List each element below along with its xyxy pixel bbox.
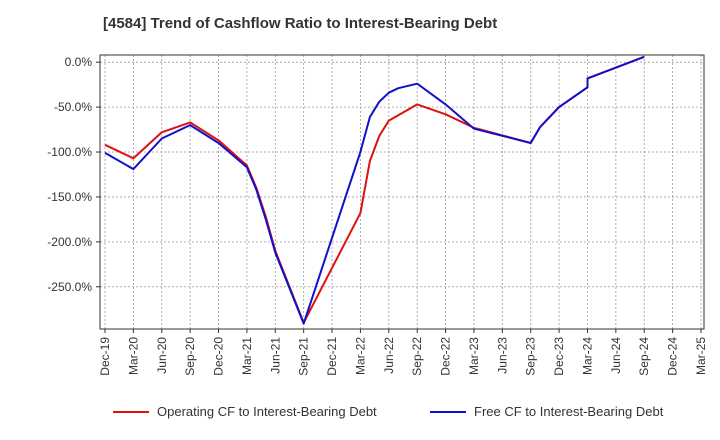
legend-swatch-free-cf [430,410,466,413]
y-tick-label: -150.0% [47,190,92,204]
y-tick-label: -200.0% [47,235,92,249]
legend: Operating CF to Interest-Bearing Debt Fr… [0,404,720,424]
y-tick-label: -250.0% [47,280,92,294]
x-tick-label: Dec-21 [325,337,339,376]
x-tick-label: Sep-20 [183,337,197,376]
y-axis: 0.0% -50.0% -100.0% -150.0% -200.0% -250.0% [47,55,100,294]
legend-item-operating-cf: Operating CF to Interest-Bearing Debt [113,404,377,419]
y-tick-label: -100.0% [47,145,92,159]
x-tick-label: Mar-20 [126,337,140,375]
x-tick-label: Jun-23 [495,337,509,374]
x-tick-label: Sep-21 [297,337,311,376]
x-tick-label: Mar-25 [694,337,708,375]
x-tick-label: Dec-19 [98,337,112,376]
x-tick-label: Jun-22 [382,337,396,374]
x-tick-label: Jun-20 [155,337,169,374]
x-tick-label: Mar-24 [580,337,594,375]
series-line-free-cf [104,55,645,325]
x-tick-label: Mar-22 [353,337,367,375]
x-axis: Dec-19 Mar-20 Jun-20 Sep-20 Dec-20 Mar-21 Jun-… [98,329,708,376]
plot-area [99,54,705,330]
series-line-operating-cf [104,55,645,324]
x-tick-label: Dec-22 [439,337,453,376]
series-lines [104,55,645,325]
x-tick-label: Dec-24 [666,337,680,376]
x-tick-label: Sep-24 [637,337,651,376]
legend-swatch-operating-cf [113,410,149,413]
x-tick-label: Sep-22 [410,337,424,376]
legend-item-free-cf: Free CF to Interest-Bearing Debt [430,404,663,419]
x-tick-label: Mar-21 [240,337,254,375]
x-tick-label: Dec-23 [552,337,566,376]
legend-label-free-cf: Free CF to Interest-Bearing Debt [474,404,664,419]
y-tick-label: -50.0% [54,100,92,114]
y-tick-label: 0.0% [65,55,93,69]
gridlines [100,55,704,329]
x-tick-label: Mar-23 [467,337,481,375]
x-tick-label: Jun-24 [609,337,623,374]
x-tick-label: Jun-21 [268,337,282,374]
x-tick-label: Dec-20 [212,337,226,376]
legend-label-operating-cf: Operating CF to Interest-Bearing Debt [157,404,377,419]
chart-title: [4584] Trend of Cashflow Ratio to Intere… [103,15,498,32]
x-tick-label: Sep-23 [524,337,538,376]
